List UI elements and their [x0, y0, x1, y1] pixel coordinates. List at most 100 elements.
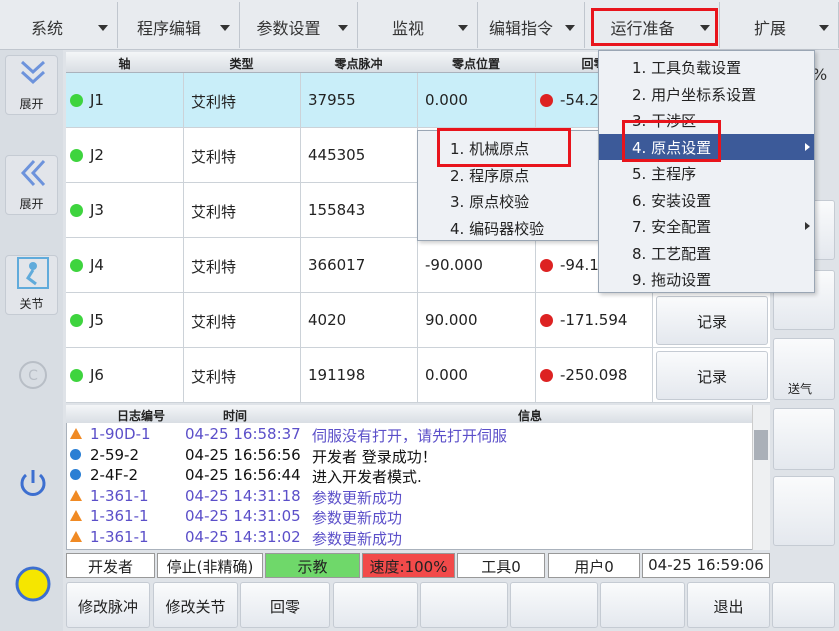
- record-label[interactable]: 记录: [696, 313, 727, 331]
- log-cell: 04-25 14:31:02: [185, 527, 301, 546]
- cell-text: 艾利特: [191, 203, 237, 221]
- status-text: 开发者: [87, 558, 133, 576]
- cell-text: 0.000: [425, 91, 468, 109]
- power-icon: [20, 470, 46, 496]
- bottom-button[interactable]: [772, 582, 835, 628]
- cell-text: 艾利特: [191, 148, 237, 166]
- cell-border: [652, 293, 653, 348]
- dropdown-item[interactable]: 1. 工具负载设置: [632, 59, 742, 77]
- bottom-button[interactable]: [420, 582, 508, 628]
- cell-border: [417, 293, 418, 348]
- menu-button[interactable]: [481, 2, 585, 48]
- sidebar-label[interactable]: 展开: [19, 97, 44, 111]
- submenu-item[interactable]: 1. 机械原点: [450, 140, 530, 158]
- side-button[interactable]: [773, 476, 835, 546]
- log-cell: 04-25 14:31:18: [185, 486, 301, 505]
- dropdown-item[interactable]: 5. 主程序: [632, 165, 697, 183]
- sidebar-button[interactable]: [5, 155, 58, 215]
- dropdown-item[interactable]: 6. 安装设置: [632, 191, 712, 210]
- status-cell: [66, 553, 155, 578]
- submenu-item[interactable]: 4. 编码器校验: [450, 219, 545, 238]
- dropdown-caret: [565, 25, 575, 31]
- dropdown-caret: [819, 25, 829, 31]
- status-cell: [642, 553, 770, 578]
- record-label[interactable]: 记录: [696, 368, 727, 386]
- dropdown-item[interactable]: 8. 工艺配置: [632, 244, 712, 263]
- sidebar-button[interactable]: [5, 55, 58, 115]
- info-icon: [70, 448, 81, 460]
- cell-text: 90.000: [425, 311, 478, 329]
- log-scrollbar: [752, 405, 770, 550]
- dropdown-caret: [458, 25, 468, 31]
- menu-label[interactable]: 运行准备: [610, 19, 675, 38]
- cell-text: -94.1: [560, 256, 599, 274]
- log-cell: 04-25 16:56:56: [185, 445, 301, 464]
- cell-border: [300, 73, 301, 128]
- log-cell: 1-361-1: [90, 527, 149, 546]
- record-button[interactable]: [656, 296, 768, 345]
- bottom-button[interactable]: [333, 582, 418, 628]
- cell-border: [183, 348, 184, 403]
- bottom-button[interactable]: [153, 582, 238, 628]
- menu-button[interactable]: [362, 2, 478, 48]
- cell-border: [183, 293, 184, 348]
- status-text: 工具0: [481, 558, 521, 576]
- status-text: 示教: [297, 558, 328, 576]
- log-header-row: [66, 405, 752, 423]
- bottom-button[interactable]: [600, 582, 685, 628]
- cell-text: J6: [90, 366, 104, 384]
- sidebar-label[interactable]: 展开: [19, 197, 44, 211]
- log-cell: 1-90D-1: [90, 425, 151, 443]
- status-dot: [540, 369, 553, 382]
- dropdown-item[interactable]: 2. 用户坐标系设置: [632, 85, 757, 104]
- cell-border: [535, 293, 536, 348]
- status-dot: [540, 94, 553, 107]
- status-text: 用户0: [574, 558, 614, 576]
- bottom-label[interactable]: 回零: [269, 598, 300, 616]
- menu-label[interactable]: 程序编辑: [136, 19, 201, 38]
- disabled-icon: C: [19, 361, 47, 389]
- menu-button[interactable]: [243, 2, 358, 48]
- menu-label[interactable]: 编辑指令: [488, 19, 553, 38]
- right-label[interactable]: 送气: [788, 382, 813, 396]
- dropdown-item[interactable]: 7. 安全配置: [632, 218, 712, 236]
- bottom-label[interactable]: 修改关节: [165, 598, 226, 616]
- submenu-item[interactable]: 3. 原点校验: [450, 193, 530, 211]
- menu-label[interactable]: 系统: [30, 19, 63, 38]
- status-dot: [70, 259, 83, 272]
- status-dot: [540, 259, 553, 272]
- side-button[interactable]: [773, 338, 835, 400]
- menu-label[interactable]: 参数设置: [256, 19, 321, 38]
- dropdown-caret: [98, 25, 108, 31]
- menu-button[interactable]: [122, 2, 240, 48]
- cell-border: [417, 348, 418, 403]
- cell-text: J2: [90, 146, 104, 164]
- menu-label[interactable]: 监视: [391, 19, 424, 38]
- dropdown-caret: [220, 25, 230, 31]
- bottom-label[interactable]: 退出: [713, 598, 744, 616]
- status-cell: [265, 553, 360, 578]
- cell-text: -171.594: [560, 311, 628, 329]
- cell-border: [183, 128, 184, 183]
- menu-label[interactable]: 扩展: [753, 19, 786, 38]
- dropdown-item[interactable]: 4. 原点设置: [632, 138, 712, 157]
- menu-button[interactable]: [589, 2, 720, 48]
- sidebar-label[interactable]: 关节: [19, 297, 44, 311]
- bottom-button[interactable]: [66, 582, 150, 628]
- warning-icon: [70, 530, 82, 542]
- bottom-button[interactable]: [687, 582, 770, 628]
- cell-text: J3: [90, 201, 104, 219]
- side-button[interactable]: [773, 408, 835, 470]
- dropdown-item[interactable]: 9. 拖动设置: [632, 271, 712, 289]
- bottom-button[interactable]: [240, 582, 330, 628]
- sidebar-button[interactable]: [5, 255, 58, 315]
- bottom-label[interactable]: 修改脉冲: [77, 598, 138, 616]
- bottom-button[interactable]: [510, 582, 598, 628]
- record-button[interactable]: [656, 351, 768, 400]
- log-panel: [66, 405, 770, 550]
- status-dot: [70, 314, 83, 327]
- menu-button[interactable]: [0, 2, 118, 48]
- submenu-item[interactable]: 2. 程序原点: [450, 166, 530, 185]
- status-text: 停止(非精确): [166, 558, 254, 576]
- status-dot: [70, 204, 83, 217]
